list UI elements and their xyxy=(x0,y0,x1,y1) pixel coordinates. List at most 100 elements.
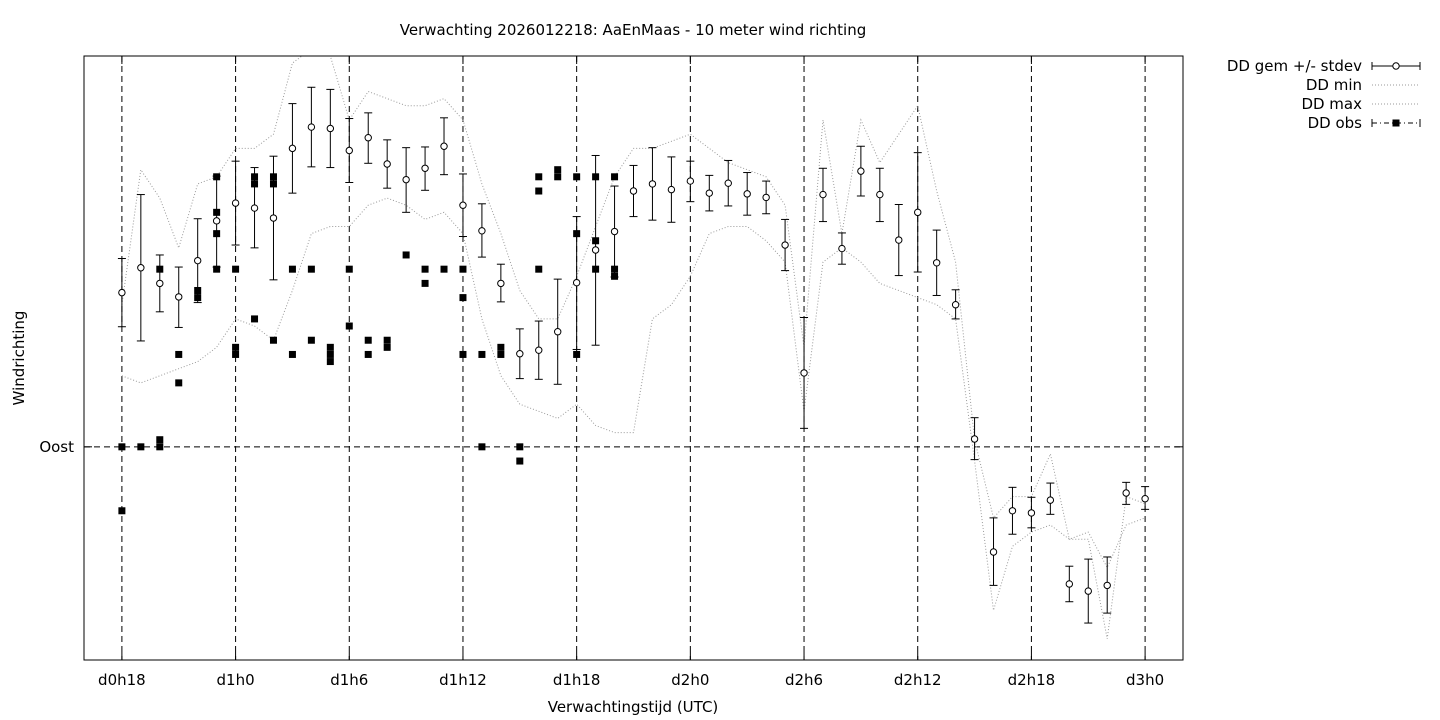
obs-point xyxy=(535,173,543,181)
obs-point xyxy=(440,265,448,273)
dd-obs-series xyxy=(118,166,619,515)
mean-point xyxy=(459,201,467,209)
mean-point xyxy=(951,301,960,309)
obs-point xyxy=(345,265,353,273)
obs-point xyxy=(269,180,277,188)
x-tick-label: d0h18 xyxy=(98,671,146,689)
obs-point xyxy=(213,230,221,238)
obs-point xyxy=(156,436,164,444)
mean-point xyxy=(156,279,164,288)
mean-point xyxy=(1122,489,1130,497)
mean-point xyxy=(421,164,429,172)
mean-point xyxy=(402,175,410,184)
obs-point xyxy=(175,350,183,358)
mean-point xyxy=(137,264,145,272)
obs-point xyxy=(288,350,296,358)
x-tick-label: d2h0 xyxy=(671,671,709,689)
obs-point xyxy=(554,173,562,181)
mean-point xyxy=(1065,580,1074,588)
mean-point xyxy=(1008,507,1017,515)
mean-point xyxy=(193,256,202,265)
legend-swatch-obs-point xyxy=(1392,119,1400,127)
obs-point xyxy=(497,350,505,358)
grid-lines xyxy=(84,56,1183,660)
legend-swatch-mean-point xyxy=(1392,62,1400,70)
mean-point xyxy=(686,177,695,185)
obs-point xyxy=(194,286,202,294)
obs-point xyxy=(459,350,467,358)
obs-point xyxy=(554,166,562,174)
obs-point xyxy=(175,379,183,387)
obs-point xyxy=(478,443,486,451)
mean-point xyxy=(440,142,448,150)
mean-point xyxy=(989,548,998,556)
mean-point xyxy=(554,328,562,336)
obs-point xyxy=(383,336,391,344)
mean-point xyxy=(629,187,638,195)
obs-point xyxy=(478,350,486,358)
obs-point xyxy=(459,265,467,273)
obs-point xyxy=(251,173,259,181)
obs-point xyxy=(269,173,277,181)
obs-point xyxy=(592,265,600,273)
legend-label: DD min xyxy=(1306,76,1362,94)
mean-point xyxy=(175,293,183,301)
legend-label: DD max xyxy=(1301,95,1362,113)
mean-point xyxy=(212,217,221,225)
obs-point xyxy=(269,336,277,344)
obs-point xyxy=(364,336,372,344)
legend-label: DD obs xyxy=(1308,114,1363,132)
mean-point xyxy=(876,190,884,199)
obs-point xyxy=(213,208,221,216)
obs-point xyxy=(516,457,524,465)
mean-point xyxy=(819,190,827,199)
dd-max-line xyxy=(121,56,1146,639)
obs-point xyxy=(345,322,353,330)
mean-point xyxy=(383,160,391,168)
mean-point xyxy=(478,227,486,235)
mean-point xyxy=(1046,496,1055,504)
x-tick-label: d1h0 xyxy=(217,671,255,689)
dd-min-series xyxy=(121,197,1146,611)
mean-point xyxy=(857,167,865,175)
mean-point xyxy=(118,288,126,297)
obs-point xyxy=(251,315,259,323)
obs-point xyxy=(421,265,429,273)
x-tick-label: d1h18 xyxy=(553,671,601,689)
x-tick-label: d1h6 xyxy=(330,671,368,689)
obs-point xyxy=(288,265,296,273)
obs-point xyxy=(535,187,543,195)
obs-point xyxy=(383,343,391,351)
obs-point xyxy=(232,265,240,273)
obs-point xyxy=(137,443,145,451)
obs-point xyxy=(307,336,315,344)
obs-point xyxy=(118,507,126,515)
mean-point xyxy=(838,244,846,253)
mean-point xyxy=(572,278,581,287)
y-axis-label: Windrichting xyxy=(10,311,28,406)
x-tick-label: d2h12 xyxy=(894,671,942,689)
chart-title: Verwachting 2026012218: AaEnMaas - 10 me… xyxy=(400,21,866,39)
obs-point xyxy=(156,265,164,273)
obs-point xyxy=(592,173,600,181)
axis-ticks: d0h18 d1h0 d1h6 d1h12 d1h18 d2h0 d2h6 d2h12 d2h1… xyxy=(39,56,1183,689)
obs-point xyxy=(611,173,619,181)
dd-max-series xyxy=(121,56,1146,639)
mean-point xyxy=(1084,587,1092,595)
mean-point xyxy=(591,246,600,254)
obs-point xyxy=(251,180,259,188)
obs-point xyxy=(592,237,600,245)
obs-point xyxy=(156,443,164,451)
mean-point xyxy=(895,236,903,244)
mean-point xyxy=(667,185,676,194)
mean-point xyxy=(724,179,732,187)
obs-point xyxy=(497,343,505,351)
mean-point xyxy=(497,279,505,288)
obs-point xyxy=(118,443,126,451)
obs-point xyxy=(232,350,240,358)
mean-point xyxy=(705,189,713,197)
obs-point xyxy=(421,279,429,287)
obs-point xyxy=(364,350,372,358)
obs-point xyxy=(326,350,334,358)
mean-point xyxy=(535,346,543,354)
